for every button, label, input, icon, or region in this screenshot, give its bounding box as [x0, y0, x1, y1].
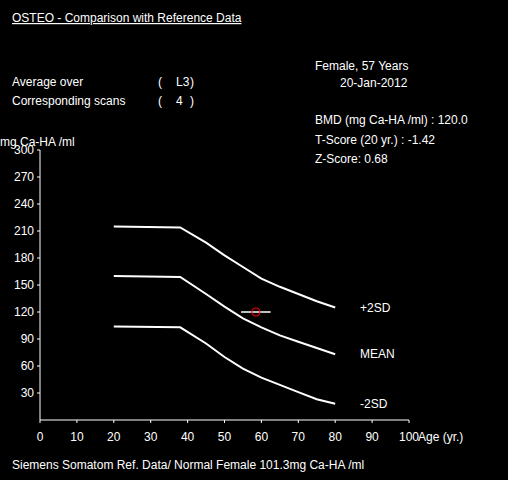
x-tick-label: 40	[181, 430, 195, 444]
average-over-label: Average over	[12, 75, 83, 89]
series-label: MEAN	[360, 347, 395, 361]
y-tick	[37, 177, 40, 178]
x-tick	[113, 420, 114, 423]
bracket: (	[158, 75, 162, 89]
scans-label: Corresponding scans	[12, 94, 125, 108]
y-tick-label: 210	[14, 224, 34, 238]
series-line	[114, 326, 335, 403]
x-tick	[409, 420, 410, 423]
y-tick-label: 150	[14, 278, 34, 292]
t-score: T-Score (20 yr.) : -1.42	[315, 133, 435, 147]
x-tick-label: 20	[107, 430, 121, 444]
x-tick	[40, 420, 41, 423]
y-tick-label: 90	[21, 332, 35, 346]
y-tick-label: 240	[14, 197, 34, 211]
x-tick	[150, 420, 151, 423]
x-tick	[372, 420, 373, 423]
y-tick	[37, 204, 40, 205]
patient: Female, 57 Years	[315, 59, 408, 73]
title: OSTEO - Comparison with Reference Data	[12, 11, 242, 25]
measurement-range	[241, 311, 271, 313]
scans-value: 4	[176, 94, 183, 108]
bracket: (	[158, 94, 162, 108]
x-tick-label: 90	[365, 430, 379, 444]
x-tick-label: 100	[399, 430, 419, 444]
x-tick	[187, 420, 188, 423]
chart-root: OSTEO - Comparison with Reference Data Av…	[0, 0, 508, 480]
x-tick	[298, 420, 299, 423]
y-tick-label: 300	[14, 143, 34, 157]
bracket: )	[190, 75, 194, 89]
bmd: BMD (mg Ca-HA /ml) : 120.0	[315, 113, 468, 127]
x-tick-label: 80	[329, 430, 343, 444]
x-tick-label: 10	[70, 430, 84, 444]
x-axis-label: Age (yr.)	[418, 430, 463, 444]
x-tick-label: 30	[144, 430, 158, 444]
measurement-point	[252, 308, 260, 316]
y-tick	[37, 258, 40, 259]
x-tick	[335, 420, 336, 423]
average-over-value: L3	[176, 75, 190, 89]
x-tick-label: 0	[37, 430, 44, 444]
y-tick-label: 60	[21, 359, 35, 373]
series-label: +2SD	[360, 301, 391, 315]
y-tick	[37, 393, 40, 394]
x-tick-label: 60	[255, 430, 269, 444]
background	[0, 0, 508, 480]
series-line	[114, 276, 335, 354]
y-tick	[37, 231, 40, 232]
y-tick	[37, 339, 40, 340]
y-tick-label: 180	[14, 251, 34, 265]
z-score: Z-Score: 0.68	[315, 152, 388, 166]
footer: Siemens Somatom Ref. Data/ Normal Female…	[12, 458, 364, 472]
y-tick	[37, 150, 40, 151]
x-tick	[224, 420, 225, 423]
y-tick-label: 30	[21, 386, 35, 400]
y-tick	[37, 312, 40, 313]
series-line	[114, 227, 335, 308]
bracket: )	[190, 94, 194, 108]
x-tick-label: 50	[218, 430, 232, 444]
x-tick	[261, 420, 262, 423]
y-tick-label: 120	[14, 305, 34, 319]
chart: OSTEO - Comparison with Reference Data Av…	[0, 0, 508, 480]
y-tick	[37, 366, 40, 367]
plot-area	[114, 227, 335, 404]
series-label: -2SD	[360, 397, 388, 411]
x-tick-label: 70	[292, 430, 306, 444]
y-tick-label: 270	[14, 170, 34, 184]
y-axis-label: mg Ca-HA /ml	[0, 135, 75, 149]
x-tick	[76, 420, 77, 423]
y-tick	[37, 285, 40, 286]
date: 20-Jan-2012	[340, 76, 408, 90]
